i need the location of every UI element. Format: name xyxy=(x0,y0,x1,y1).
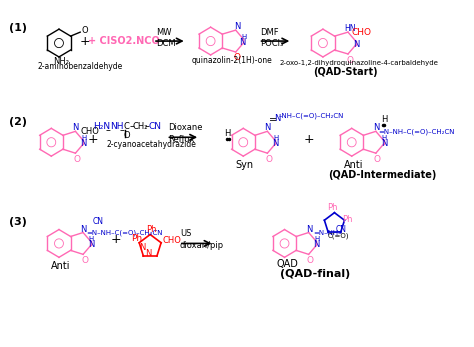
Text: –: – xyxy=(119,125,124,135)
Text: H: H xyxy=(381,116,387,125)
Text: QAD: QAD xyxy=(277,259,299,269)
Text: Ph: Ph xyxy=(327,203,337,212)
Text: N: N xyxy=(272,139,279,148)
Text: N: N xyxy=(234,22,240,31)
Text: 2-aminobenzaldehyde: 2-aminobenzaldehyde xyxy=(38,62,123,71)
Text: 2-cyanoacetahydrazide: 2-cyanoacetahydrazide xyxy=(107,140,197,149)
Text: N: N xyxy=(353,40,359,49)
Text: (QAD-final): (QAD-final) xyxy=(280,269,350,279)
Text: DMF: DMF xyxy=(261,28,279,37)
Text: C: C xyxy=(123,122,129,132)
Text: (2): (2) xyxy=(9,117,27,127)
Text: Anti: Anti xyxy=(344,160,364,170)
Text: Ph: Ph xyxy=(146,225,157,234)
Text: N: N xyxy=(306,225,312,234)
Text: Ph: Ph xyxy=(131,235,142,244)
Text: Dioxane: Dioxane xyxy=(168,123,203,132)
Text: N: N xyxy=(73,123,79,132)
Text: O: O xyxy=(73,155,81,164)
Text: DCM: DCM xyxy=(156,39,175,48)
Text: H: H xyxy=(224,129,230,138)
Text: CHO: CHO xyxy=(352,28,372,37)
Text: US: US xyxy=(180,229,191,238)
Text: POCl₃: POCl₃ xyxy=(261,39,284,48)
Text: + ClSO2.NCO: + ClSO2.NCO xyxy=(88,36,160,46)
Text: (1): (1) xyxy=(9,23,27,33)
Text: N: N xyxy=(264,123,271,132)
Text: H: H xyxy=(241,34,246,40)
Text: N: N xyxy=(138,243,145,252)
Text: H: H xyxy=(314,236,319,243)
Text: H: H xyxy=(81,135,86,141)
Text: H: H xyxy=(382,135,387,141)
Text: (QAD-Intermediate): (QAD-Intermediate) xyxy=(328,170,436,180)
Text: (3): (3) xyxy=(9,217,27,227)
Text: –: – xyxy=(106,125,111,135)
Text: HN: HN xyxy=(344,24,356,33)
Text: O: O xyxy=(81,256,88,265)
Text: CN: CN xyxy=(148,122,161,132)
Text: H: H xyxy=(273,135,278,141)
Text: dioxan/pip: dioxan/pip xyxy=(180,242,224,251)
Text: –: – xyxy=(129,121,134,132)
Text: +: + xyxy=(304,133,314,146)
Text: =N–NH–: =N–NH– xyxy=(313,230,342,237)
Text: (QAD-Start): (QAD-Start) xyxy=(313,67,378,77)
Text: CHO: CHO xyxy=(163,236,182,245)
Text: –: – xyxy=(145,121,149,132)
Text: Anti: Anti xyxy=(51,261,71,271)
Text: +: + xyxy=(111,234,121,246)
Text: N: N xyxy=(239,38,246,47)
Text: N: N xyxy=(274,115,281,124)
Text: O: O xyxy=(346,56,353,65)
Text: CHO: CHO xyxy=(80,127,99,136)
Text: NH₂: NH₂ xyxy=(53,57,69,66)
Text: =N–NH–C(=O)–CH₂CN: =N–NH–C(=O)–CH₂CN xyxy=(379,128,455,135)
Text: O: O xyxy=(374,155,381,164)
Text: Reflux: Reflux xyxy=(168,135,195,144)
Text: N: N xyxy=(80,225,87,234)
Text: N: N xyxy=(313,240,320,249)
Text: =: = xyxy=(269,116,277,125)
Text: O: O xyxy=(81,26,88,35)
Text: –NH–C(=O)–CH₂CN: –NH–C(=O)–CH₂CN xyxy=(279,112,344,119)
Text: NH: NH xyxy=(110,122,123,132)
Text: H: H xyxy=(89,236,94,243)
Text: C(=O): C(=O) xyxy=(328,232,349,239)
Text: quinazolin-2(1H)-one: quinazolin-2(1H)-one xyxy=(191,56,272,65)
Text: =N–NH–C(=O)–CH₂CN: =N–NH–C(=O)–CH₂CN xyxy=(86,229,163,236)
Text: O: O xyxy=(234,53,241,62)
Text: MW: MW xyxy=(156,28,172,37)
Text: H₂N: H₂N xyxy=(93,122,110,132)
Text: Syn: Syn xyxy=(236,160,254,170)
Text: Ph: Ph xyxy=(342,214,353,223)
Text: CN: CN xyxy=(336,225,346,234)
Text: N: N xyxy=(146,249,152,258)
Text: +: + xyxy=(88,133,99,146)
Text: O: O xyxy=(265,155,273,164)
Text: +: + xyxy=(80,35,91,48)
Text: N: N xyxy=(88,240,94,249)
Text: N: N xyxy=(373,123,379,132)
Text: N: N xyxy=(80,139,87,148)
Text: 2-oxo-1,2-dihydroquinazoline-4-carbaldehyde: 2-oxo-1,2-dihydroquinazoline-4-carbaldeh… xyxy=(280,60,438,66)
Text: O: O xyxy=(123,131,130,140)
Text: N: N xyxy=(381,139,387,148)
Text: O: O xyxy=(307,256,314,265)
Text: CH₂: CH₂ xyxy=(133,122,148,132)
Text: CN: CN xyxy=(93,217,104,226)
